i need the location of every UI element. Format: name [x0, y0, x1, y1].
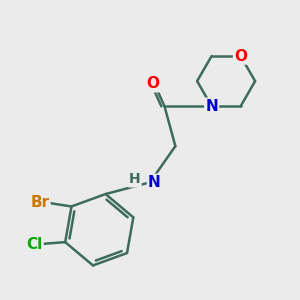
Text: Cl: Cl — [26, 237, 43, 252]
Text: O: O — [146, 76, 159, 91]
Text: N: N — [148, 175, 161, 190]
Text: H: H — [129, 172, 141, 187]
Text: O: O — [234, 49, 247, 64]
Text: Br: Br — [30, 195, 50, 210]
Text: N: N — [205, 99, 218, 114]
